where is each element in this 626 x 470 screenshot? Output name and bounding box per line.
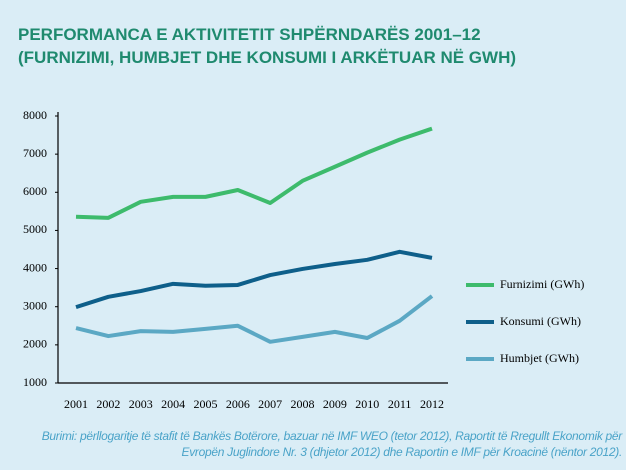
x-tick-label: 2001 <box>64 397 88 411</box>
x-tick-label: 2004 <box>161 397 185 411</box>
legend-label: Furnizimi (GWh) <box>500 277 584 291</box>
x-tick-label: 2006 <box>226 397 250 411</box>
series-line <box>75 126 433 220</box>
source-note: Burimi: përllogaritje të stafit të Bankë… <box>41 429 623 459</box>
y-tick-label: 4000 <box>23 260 47 274</box>
x-tick-label: 2011 <box>388 397 412 411</box>
y-tick-label: 2000 <box>23 337 47 351</box>
legend-label: Humbjet (GWh) <box>500 351 579 365</box>
x-tick-label: 2010 <box>355 397 379 411</box>
series-line <box>75 249 433 310</box>
chart-title: PERFORMANCA E AKTIVITETIT SHPËRNDARËS 20… <box>18 25 481 44</box>
series-line <box>75 294 434 344</box>
y-tick-label: 8000 <box>23 108 47 122</box>
x-tick-label: 2012 <box>420 397 444 411</box>
legend-label: Konsumi (GWh) <box>500 314 581 328</box>
y-tick-label: 1000 <box>23 375 47 389</box>
x-tick-label: 2002 <box>96 397 120 411</box>
chart-title: (FURNIZIMI, HUMBJET DHE KONSUMI I ARKËTU… <box>18 48 516 67</box>
y-tick-label: 6000 <box>23 184 47 198</box>
y-tick-label: 5000 <box>23 222 47 236</box>
x-tick-label: 2009 <box>323 397 347 411</box>
chart-svg: PERFORMANCA E AKTIVITETIT SHPËRNDARËS 20… <box>18 25 584 411</box>
x-tick-label: 2005 <box>193 397 217 411</box>
y-tick-label: 3000 <box>23 298 47 312</box>
y-tick-label: 7000 <box>23 146 47 160</box>
x-tick-label: 2007 <box>258 397 282 411</box>
x-tick-label: 2003 <box>129 397 153 411</box>
x-tick-label: 2008 <box>291 397 315 411</box>
